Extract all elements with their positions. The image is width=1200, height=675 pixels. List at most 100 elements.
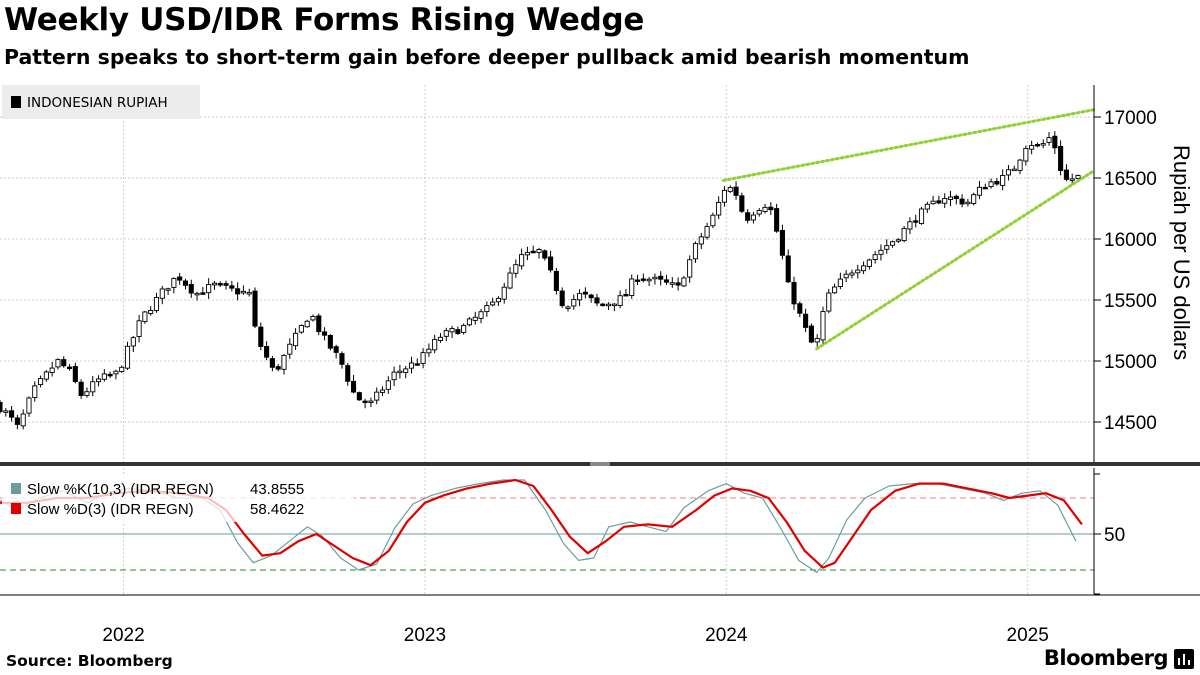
candle-down [803, 313, 809, 328]
candle-down [200, 292, 206, 295]
candle-up [710, 214, 716, 227]
price-tick-label: 15000 [1104, 352, 1157, 373]
candle-up [148, 310, 154, 314]
candle-down [362, 400, 368, 404]
candle-up [1075, 175, 1081, 180]
candle-down [553, 270, 559, 291]
candle-up [1040, 143, 1046, 146]
candle-up [832, 286, 838, 294]
time-x-axis: 2022 2023 2024 2025 [0, 594, 1200, 646]
candle-up [130, 337, 136, 347]
candle-up [449, 328, 455, 333]
price-legend-label: INDONESIAN RUPIAH [27, 95, 168, 111]
candle-up [606, 303, 612, 307]
candle-up [379, 389, 386, 393]
candle-down [808, 325, 814, 343]
candle-up [750, 214, 756, 221]
candle-up [988, 181, 994, 187]
candle-down [1058, 145, 1064, 171]
price-gridlines [0, 85, 1094, 462]
candle-up [687, 259, 693, 278]
candle-down [269, 358, 275, 368]
candle-down [1034, 144, 1040, 147]
candle-up [646, 278, 652, 282]
candle-up [820, 311, 826, 341]
candle-up [652, 276, 658, 280]
candle-up [246, 292, 252, 295]
candle-down [994, 181, 1000, 185]
wedge-line-lower [815, 169, 1096, 351]
candle-down [345, 365, 351, 382]
candle-up [843, 273, 849, 279]
slow-k-legend-value: 43.8555 [250, 481, 304, 498]
stochastic-y-axis: 50 [1093, 468, 1125, 595]
candle-down [1063, 169, 1069, 180]
candle-up [495, 297, 501, 303]
candle-up [692, 243, 699, 260]
candle-down [350, 380, 357, 393]
candle-up [507, 272, 513, 289]
candle-down [1052, 135, 1058, 149]
candle-up [368, 400, 374, 403]
candle-down [264, 345, 270, 358]
candle-up [472, 316, 478, 321]
chart-subtitle: Pattern speaks to short-term gain before… [4, 45, 970, 69]
candle-down [797, 303, 803, 314]
panel-divider [0, 462, 1200, 466]
candle-up [466, 318, 473, 326]
candle-up [206, 284, 212, 294]
slow-k-legend-label: Slow %K(10,3) (IDR REGN) [27, 481, 214, 498]
candle-up [55, 359, 61, 368]
candle-up [304, 320, 310, 328]
candle-down [982, 186, 988, 190]
candle-up [524, 252, 530, 256]
candle-up [136, 320, 142, 337]
candle-up [159, 288, 165, 299]
candle-up [281, 354, 287, 370]
price-tick-label: 16500 [1104, 169, 1157, 190]
candle-up [716, 202, 722, 216]
candle-up [727, 187, 733, 192]
candle-up [211, 282, 217, 286]
candle-down [188, 284, 194, 294]
candle-down [229, 285, 235, 289]
candle-up [293, 332, 299, 347]
candle-up [3, 410, 9, 413]
candle-down [779, 230, 785, 256]
candle-down [594, 297, 600, 304]
candle-up [420, 352, 426, 364]
candle-up [669, 282, 675, 285]
candle-up [142, 311, 148, 322]
candle-down [61, 359, 67, 367]
candle-up [1023, 147, 1029, 162]
candle-up [878, 249, 884, 255]
price-y-axis: 14500 15000 15500 16000 16500 17000 [1093, 85, 1157, 462]
candle-down [322, 331, 328, 336]
candle-down [658, 275, 664, 280]
candle-down [217, 283, 223, 286]
candle-up [240, 290, 246, 294]
candle-up [918, 208, 925, 225]
candle-up [287, 343, 293, 355]
candle-up [826, 292, 832, 312]
candle-up [408, 362, 415, 369]
price-y-axis-label: Rupiah per US dollars [1169, 145, 1194, 360]
candle-down [356, 392, 362, 401]
candle-up [571, 299, 577, 307]
candle-up [165, 288, 171, 291]
candle-down [530, 250, 536, 254]
price-tick-label: 16000 [1104, 230, 1157, 251]
candle-down [223, 283, 229, 286]
candle-up [385, 380, 391, 390]
candle-up [565, 306, 571, 309]
candle-down [0, 401, 3, 413]
candle-down [913, 220, 919, 223]
candle-up [536, 249, 542, 253]
candle-up [756, 210, 762, 215]
source-note: Source: Bloomberg [6, 652, 173, 670]
price-tick-label: 17000 [1104, 108, 1157, 129]
candle-down [600, 303, 606, 307]
candle-down [791, 281, 797, 305]
x-tick-label: 2023 [404, 625, 446, 646]
candle-up [310, 316, 316, 321]
